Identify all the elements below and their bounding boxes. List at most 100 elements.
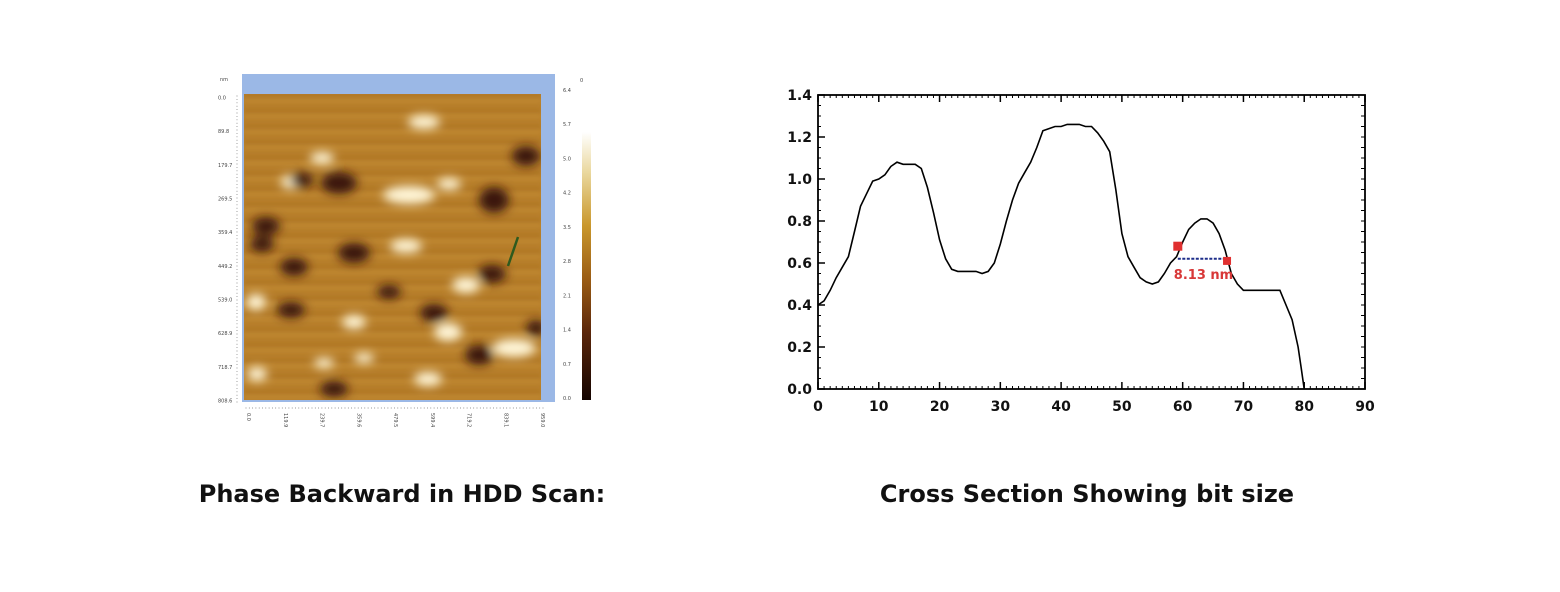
afm-y-tick xyxy=(236,95,238,97)
afm-y-tick xyxy=(236,109,238,111)
afm-x-tick xyxy=(473,407,475,409)
afm-y-tick xyxy=(236,160,238,162)
afm-y-tick xyxy=(236,149,238,151)
afm-y-tick xyxy=(236,132,238,134)
afm-x-tick xyxy=(311,407,313,409)
cross-section-panel: 0.0 0.2 0.4 0.6 0.8 1.0 1.2 1.4 0 10 20 30 40 50 60 70… xyxy=(760,80,1380,420)
afm-x-tick-label: 479.5 xyxy=(392,413,398,427)
afm-y-tick xyxy=(236,347,238,349)
afm-section-marker xyxy=(506,236,520,267)
afm-dark-domain xyxy=(377,285,401,299)
afm-dark-domain xyxy=(465,345,493,365)
afm-stripe xyxy=(244,307,541,311)
afm-x-tick-label: 119.9 xyxy=(282,413,288,427)
afm-x-tick xyxy=(331,407,333,409)
y-tick-label: 0.4 xyxy=(787,298,812,314)
afm-stripe xyxy=(244,281,541,285)
x-tick-label: 40 xyxy=(1051,399,1071,415)
afm-y-tick xyxy=(236,231,238,233)
afm-y-tick xyxy=(236,204,238,206)
afm-x-tick xyxy=(542,407,544,409)
afm-y-tick xyxy=(236,394,238,396)
afm-x-tick xyxy=(308,407,310,409)
afm-y-tick xyxy=(236,367,238,369)
afm-y-tick xyxy=(236,275,238,277)
afm-stripe xyxy=(244,182,541,186)
afm-x-tick xyxy=(443,407,445,409)
afm-y-tick-label: 808.6 xyxy=(218,399,232,405)
afm-dark-domain xyxy=(526,320,541,336)
afm-y-tick xyxy=(236,296,238,298)
afm-y-tick xyxy=(236,214,238,216)
afm-x-tick xyxy=(469,407,471,409)
afm-x-tick xyxy=(357,407,359,409)
afm-y-tick xyxy=(236,384,238,386)
afm-x-tick xyxy=(403,407,405,409)
afm-x-tick xyxy=(400,407,402,409)
afm-stripe xyxy=(244,255,541,259)
bit-start-marker xyxy=(1173,241,1183,251)
afm-y-tick xyxy=(236,200,238,202)
afm-stripe xyxy=(244,338,541,342)
afm-colorbar-tick-label: 3.5 xyxy=(563,225,571,231)
y-tick-label: 0.6 xyxy=(787,256,812,272)
afm-x-tick xyxy=(522,407,524,409)
afm-y-tick-label: 628.9 xyxy=(218,331,232,337)
afm-x-tick xyxy=(529,407,531,409)
afm-x-tick xyxy=(278,407,280,409)
afm-stripe xyxy=(244,354,541,357)
afm-stripe xyxy=(244,177,541,181)
afm-y-tick xyxy=(236,381,238,383)
afm-dark-domain xyxy=(478,265,506,283)
afm-x-tick xyxy=(252,407,254,409)
afm-x-tick-label: 839.1 xyxy=(502,413,508,427)
afm-x-tick xyxy=(417,407,419,409)
afm-stripe xyxy=(244,348,541,352)
afm-y-tick xyxy=(236,245,238,247)
afm-dark-domain xyxy=(338,243,370,263)
x-tick-label: 10 xyxy=(869,399,889,415)
afm-x-tick xyxy=(354,407,356,409)
afm-x-tick xyxy=(483,407,485,409)
afm-x-tick xyxy=(328,407,329,409)
afm-y-tick xyxy=(236,122,238,124)
bit-end-marker xyxy=(1223,256,1232,265)
afm-colorbar xyxy=(582,132,591,400)
afm-bright-domain xyxy=(247,367,267,381)
afm-x-tick xyxy=(397,407,399,409)
afm-y-tick xyxy=(236,292,238,294)
afm-x-tick xyxy=(450,407,452,409)
afm-x-tick xyxy=(321,407,323,409)
afm-x-tick xyxy=(407,407,409,409)
afm-x-tick xyxy=(347,407,349,409)
afm-x-tick xyxy=(364,407,366,409)
afm-x-tick xyxy=(367,407,369,409)
afm-y-tick xyxy=(236,391,238,393)
afm-y-tick xyxy=(236,268,238,270)
afm-y-tick xyxy=(236,364,238,366)
afm-x-tick xyxy=(298,407,300,409)
afm-bright-domain xyxy=(314,358,334,368)
afm-stripe xyxy=(244,270,541,274)
afm-x-tick xyxy=(493,407,494,409)
afm-x-tick xyxy=(351,407,353,409)
afm-y-tick xyxy=(236,357,238,359)
afm-x-tick-label: 599.4 xyxy=(429,413,435,427)
afm-bright-domain xyxy=(310,152,334,164)
afm-bright-domain xyxy=(342,315,366,329)
afm-y-tick xyxy=(236,316,238,318)
y-tick-label: 0.0 xyxy=(787,382,812,398)
afm-dark-domain xyxy=(479,187,509,213)
afm-y-tick xyxy=(236,156,238,158)
afm-y-tick xyxy=(236,272,238,274)
afm-x-tick xyxy=(420,407,422,409)
afm-stripe xyxy=(244,234,541,238)
afm-stripe xyxy=(244,166,541,170)
afm-x-tick xyxy=(476,407,478,409)
afm-x-tick xyxy=(427,407,428,409)
afm-y-tick xyxy=(236,207,238,209)
afm-y-tick xyxy=(236,146,238,148)
afm-unit-label: nm xyxy=(220,77,228,83)
afm-y-tick xyxy=(236,163,238,165)
afm-y-tick xyxy=(236,289,238,291)
